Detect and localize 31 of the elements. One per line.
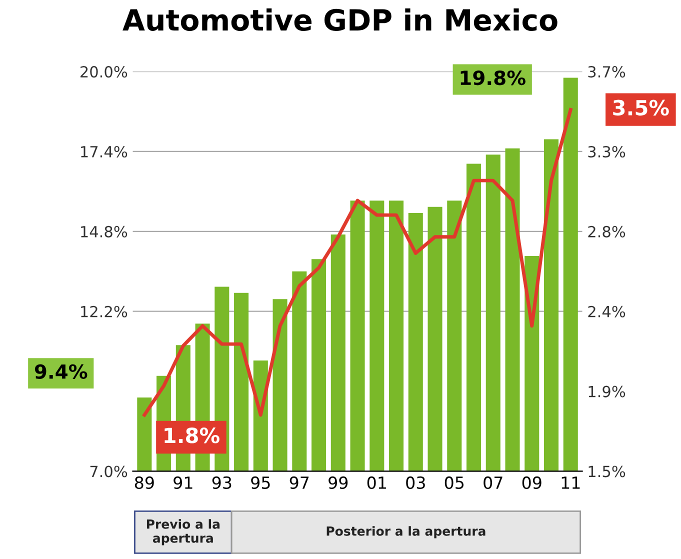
x-tick-label: 99 <box>328 476 348 489</box>
text: 3.5% <box>613 100 669 116</box>
x-tick-label: 03 <box>406 476 425 489</box>
x-tick-label: 91 <box>174 476 192 489</box>
text: Posterior a la apertura <box>326 526 486 538</box>
x-tick-label: 01 <box>367 476 386 489</box>
x-tick-label: 93 <box>212 476 232 489</box>
annotation: 19.8% <box>460 70 526 86</box>
y2-tick-label: 3.3% <box>588 146 626 158</box>
annotation: 1.8% <box>164 428 220 444</box>
x-tick-label: 05 <box>444 476 464 489</box>
y2-tick-label: 1.5% <box>588 466 626 478</box>
text: Previo a la apertura <box>146 519 220 546</box>
y-tick-label: 17.4% <box>81 146 128 158</box>
x-tick-label: 95 <box>251 476 270 489</box>
x-tick-label: 89 <box>134 476 154 489</box>
text: 9.4% <box>34 364 88 379</box>
x-tick-label: 07 <box>484 476 502 489</box>
line-series <box>142 108 572 417</box>
y2-tick-label: 3.7% <box>588 66 626 78</box>
y2-tick-label: 2.8% <box>588 226 626 238</box>
y2-tick-label: 1.9% <box>588 386 626 398</box>
y2-tick-label: 2.4% <box>588 306 626 318</box>
x-tick-label: 11 <box>562 476 580 489</box>
y-tick-label: 12.2% <box>81 306 128 318</box>
chart-title: Automotive GDP in Mexico <box>122 8 558 31</box>
x-tick-label: 09 <box>522 476 542 489</box>
y-tick-label: 7.0% <box>90 466 128 478</box>
y-tick-label: 14.8% <box>81 226 128 238</box>
y-tick-label: 20.0% <box>80 66 128 78</box>
x-tick-label: 97 <box>290 476 309 489</box>
